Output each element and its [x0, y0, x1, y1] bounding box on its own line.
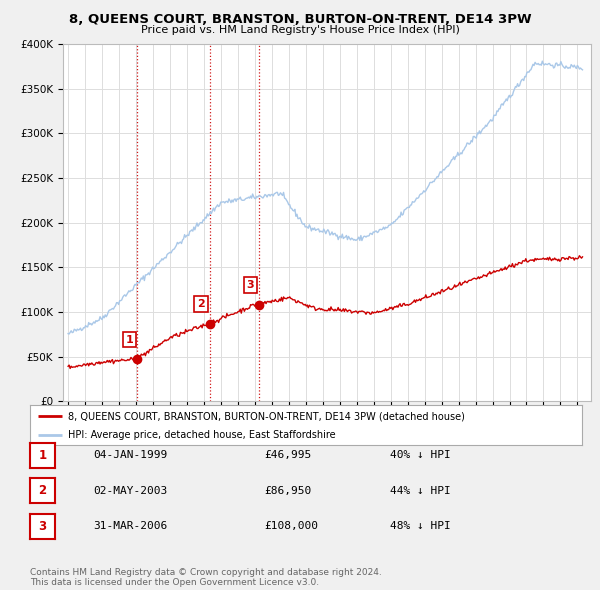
Text: £86,950: £86,950: [264, 486, 311, 496]
Text: 48% ↓ HPI: 48% ↓ HPI: [390, 522, 451, 531]
Text: 1: 1: [38, 449, 47, 462]
Text: HPI: Average price, detached house, East Staffordshire: HPI: Average price, detached house, East…: [68, 430, 335, 440]
Text: 04-JAN-1999: 04-JAN-1999: [93, 451, 167, 460]
Text: 8, QUEENS COURT, BRANSTON, BURTON-ON-TRENT, DE14 3PW (detached house): 8, QUEENS COURT, BRANSTON, BURTON-ON-TRE…: [68, 411, 464, 421]
Text: Price paid vs. HM Land Registry's House Price Index (HPI): Price paid vs. HM Land Registry's House …: [140, 25, 460, 35]
Text: 3: 3: [38, 520, 47, 533]
Text: 3: 3: [247, 280, 254, 290]
Text: Contains HM Land Registry data © Crown copyright and database right 2024.
This d: Contains HM Land Registry data © Crown c…: [30, 568, 382, 587]
Text: 8, QUEENS COURT, BRANSTON, BURTON-ON-TRENT, DE14 3PW: 8, QUEENS COURT, BRANSTON, BURTON-ON-TRE…: [68, 13, 532, 26]
Text: £46,995: £46,995: [264, 451, 311, 460]
Text: 1: 1: [126, 335, 134, 345]
Text: 02-MAY-2003: 02-MAY-2003: [93, 486, 167, 496]
Text: 44% ↓ HPI: 44% ↓ HPI: [390, 486, 451, 496]
Text: £108,000: £108,000: [264, 522, 318, 531]
Text: 31-MAR-2006: 31-MAR-2006: [93, 522, 167, 531]
Text: 2: 2: [38, 484, 47, 497]
Text: 2: 2: [197, 299, 205, 309]
Text: 40% ↓ HPI: 40% ↓ HPI: [390, 451, 451, 460]
